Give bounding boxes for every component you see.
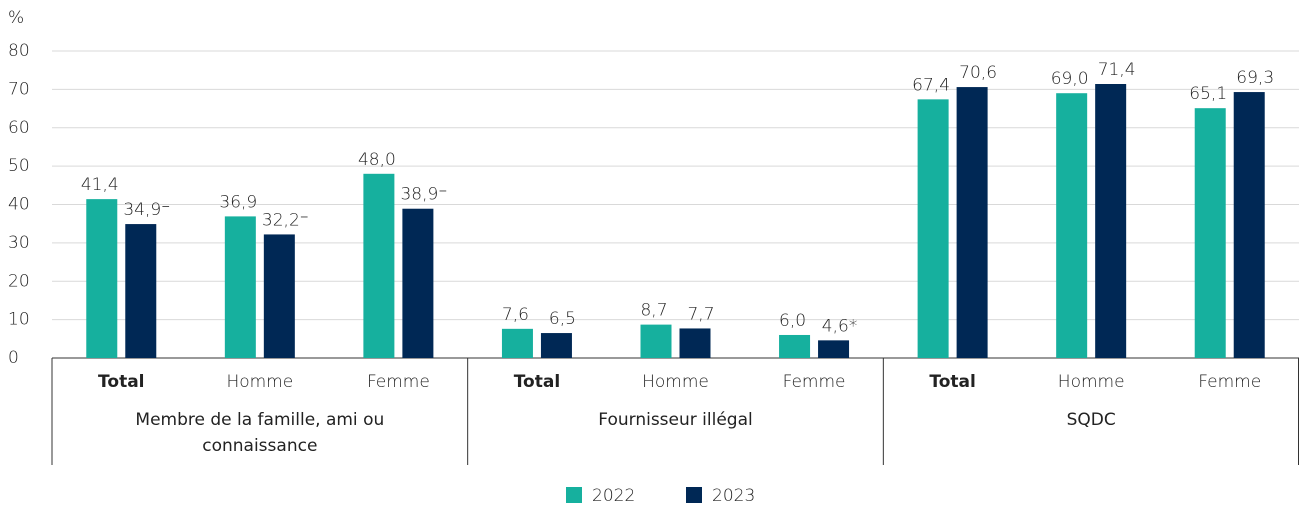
y-tick-label: 0	[8, 348, 19, 368]
x-tick-label: Femme	[783, 372, 846, 392]
y-tick-label: 30	[8, 233, 30, 253]
bar	[263, 234, 295, 358]
bar	[956, 87, 988, 358]
bar	[640, 324, 672, 358]
x-tick-label: Femme	[1198, 372, 1261, 392]
y-tick-label: 40	[8, 195, 30, 215]
group-label: Fournisseur illégal	[598, 410, 753, 430]
data-label: 67,4	[912, 75, 950, 95]
data-label: 32,2⁻	[262, 210, 309, 230]
x-tick-label: Femme	[367, 372, 430, 392]
x-tick-label: Total	[98, 372, 144, 392]
bar	[402, 208, 434, 358]
bar	[501, 328, 533, 358]
bar	[1233, 92, 1265, 358]
legend-label: 2022	[592, 486, 635, 506]
data-label: 41,4	[81, 175, 119, 195]
y-axis-label: %	[8, 8, 24, 28]
y-tick-label: 60	[8, 118, 30, 138]
data-label: 70,6	[959, 63, 997, 83]
legend-swatch	[686, 487, 702, 503]
bar	[540, 333, 572, 358]
data-label: 4,6*	[822, 316, 858, 336]
bar	[679, 328, 711, 358]
data-label: 38,9⁻	[400, 185, 447, 205]
x-tick-label: Homme	[226, 372, 293, 392]
bar	[917, 99, 949, 358]
legend-label: 2023	[712, 486, 755, 506]
x-tick-label: Homme	[642, 372, 709, 392]
bar	[779, 334, 811, 358]
data-label: 36,9	[219, 192, 257, 212]
x-tick-label: Total	[514, 372, 560, 392]
data-label: 71,4	[1098, 60, 1136, 80]
data-label: 34,9⁻	[123, 200, 170, 220]
data-label: 7,7	[687, 304, 714, 324]
bar	[86, 199, 118, 358]
x-tick-label: Homme	[1058, 372, 1125, 392]
bar	[1095, 84, 1127, 358]
group-label: SQDC	[1066, 410, 1116, 430]
data-label: 6,5	[549, 309, 576, 329]
y-tick-label: 80	[8, 41, 30, 61]
y-tick-label: 20	[8, 271, 30, 291]
y-tick-label: 10	[8, 310, 30, 330]
x-tick-label: Total	[929, 372, 975, 392]
data-label: 8,7	[640, 301, 667, 321]
bar	[1194, 108, 1226, 359]
data-label: 7,6	[502, 305, 529, 325]
data-label: 69,0	[1051, 69, 1089, 89]
bar	[1056, 93, 1088, 359]
bar	[818, 340, 850, 358]
bar	[125, 224, 157, 358]
data-label: 48,0	[358, 150, 396, 170]
group-label: Membre de la famille, ami ou connaissanc…	[135, 410, 385, 456]
bar	[363, 173, 395, 358]
data-label: 65,1	[1189, 84, 1227, 104]
data-label: 6,0	[779, 311, 806, 331]
legend-swatch	[566, 487, 582, 503]
data-label: 69,3	[1236, 68, 1274, 88]
y-tick-label: 70	[8, 79, 30, 99]
y-tick-label: 50	[8, 156, 30, 176]
bar	[224, 216, 256, 358]
